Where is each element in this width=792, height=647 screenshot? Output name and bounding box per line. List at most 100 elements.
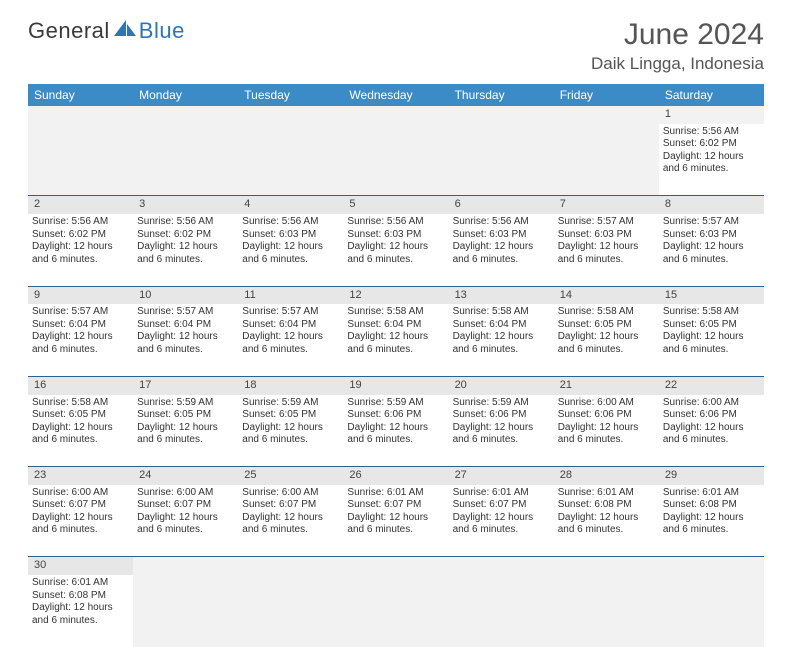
daylight-text: and 6 minutes. — [137, 344, 234, 357]
day-number-cell: 23 — [28, 467, 133, 485]
daylight-text: and 6 minutes. — [32, 254, 129, 267]
day-cell — [28, 124, 133, 196]
sunrise-text: Sunrise: 6:01 AM — [347, 487, 444, 500]
day-number-cell — [554, 106, 659, 124]
day-number-cell — [449, 106, 554, 124]
sunset-text: Sunset: 6:07 PM — [242, 499, 339, 512]
day-cell: Sunrise: 5:56 AMSunset: 6:02 PMDaylight:… — [659, 124, 764, 196]
day-content: Sunrise: 5:57 AMSunset: 6:04 PMDaylight:… — [32, 306, 129, 356]
weekday-header-row: Sunday Monday Tuesday Wednesday Thursday… — [28, 84, 764, 106]
sunrise-text: Sunrise: 6:00 AM — [663, 397, 760, 410]
sunrise-text: Sunrise: 5:56 AM — [32, 216, 129, 229]
sunrise-text: Sunrise: 5:57 AM — [558, 216, 655, 229]
daylight-text: Daylight: 12 hours — [558, 422, 655, 435]
daylight-text: and 6 minutes. — [663, 163, 760, 176]
daylight-text: Daylight: 12 hours — [32, 331, 129, 344]
day-content: Sunrise: 6:01 AMSunset: 6:08 PMDaylight:… — [32, 577, 129, 627]
day-cell: Sunrise: 5:57 AMSunset: 6:03 PMDaylight:… — [554, 214, 659, 286]
day-content: Sunrise: 5:58 AMSunset: 6:04 PMDaylight:… — [347, 306, 444, 356]
sunset-text: Sunset: 6:06 PM — [663, 409, 760, 422]
day-cell: Sunrise: 6:00 AMSunset: 6:07 PMDaylight:… — [28, 485, 133, 557]
daylight-text: Daylight: 12 hours — [663, 331, 760, 344]
sunset-text: Sunset: 6:02 PM — [663, 138, 760, 151]
day-cell: Sunrise: 5:59 AMSunset: 6:06 PMDaylight:… — [449, 395, 554, 467]
day-number-row: 16171819202122 — [28, 376, 764, 394]
day-cell — [449, 575, 554, 647]
daylight-text: Daylight: 12 hours — [453, 331, 550, 344]
daylight-text: and 6 minutes. — [558, 344, 655, 357]
daylight-text: and 6 minutes. — [242, 254, 339, 267]
sunset-text: Sunset: 6:03 PM — [558, 229, 655, 242]
sunrise-text: Sunrise: 5:58 AM — [453, 306, 550, 319]
sunrise-text: Sunrise: 5:56 AM — [137, 216, 234, 229]
calendar-table: Sunday Monday Tuesday Wednesday Thursday… — [28, 84, 764, 647]
day-number-cell — [554, 557, 659, 575]
day-cell: Sunrise: 5:57 AMSunset: 6:04 PMDaylight:… — [28, 304, 133, 376]
day-number-cell: 10 — [133, 286, 238, 304]
day-cell — [554, 124, 659, 196]
day-number-cell: 9 — [28, 286, 133, 304]
day-cell: Sunrise: 6:01 AMSunset: 6:07 PMDaylight:… — [343, 485, 448, 557]
daylight-text: and 6 minutes. — [663, 524, 760, 537]
daylight-text: and 6 minutes. — [137, 434, 234, 447]
sunrise-text: Sunrise: 6:00 AM — [32, 487, 129, 500]
daylight-text: and 6 minutes. — [558, 254, 655, 267]
day-number-cell — [449, 557, 554, 575]
day-number-row: 23242526272829 — [28, 467, 764, 485]
day-cell: Sunrise: 5:57 AMSunset: 6:04 PMDaylight:… — [133, 304, 238, 376]
week-row: Sunrise: 6:00 AMSunset: 6:07 PMDaylight:… — [28, 485, 764, 557]
daylight-text: Daylight: 12 hours — [663, 512, 760, 525]
day-cell: Sunrise: 6:01 AMSunset: 6:08 PMDaylight:… — [554, 485, 659, 557]
daylight-text: Daylight: 12 hours — [32, 512, 129, 525]
sunset-text: Sunset: 6:04 PM — [32, 319, 129, 332]
day-cell — [343, 575, 448, 647]
day-content: Sunrise: 6:00 AMSunset: 6:07 PMDaylight:… — [32, 487, 129, 537]
daylight-text: Daylight: 12 hours — [137, 331, 234, 344]
daylight-text: and 6 minutes. — [32, 434, 129, 447]
sunset-text: Sunset: 6:02 PM — [137, 229, 234, 242]
sunrise-text: Sunrise: 6:01 AM — [663, 487, 760, 500]
sunset-text: Sunset: 6:07 PM — [347, 499, 444, 512]
day-cell: Sunrise: 5:58 AMSunset: 6:05 PMDaylight:… — [28, 395, 133, 467]
sunset-text: Sunset: 6:04 PM — [347, 319, 444, 332]
day-number-cell — [343, 106, 448, 124]
day-number-cell: 7 — [554, 196, 659, 214]
brand-logo: General Blue — [28, 18, 185, 44]
day-number-cell: 24 — [133, 467, 238, 485]
daylight-text: Daylight: 12 hours — [137, 422, 234, 435]
day-content: Sunrise: 6:00 AMSunset: 6:06 PMDaylight:… — [558, 397, 655, 447]
sunset-text: Sunset: 6:07 PM — [32, 499, 129, 512]
weekday-header: Monday — [133, 84, 238, 106]
day-cell: Sunrise: 5:56 AMSunset: 6:03 PMDaylight:… — [343, 214, 448, 286]
daylight-text: and 6 minutes. — [558, 434, 655, 447]
day-content: Sunrise: 5:59 AMSunset: 6:05 PMDaylight:… — [137, 397, 234, 447]
sunset-text: Sunset: 6:05 PM — [558, 319, 655, 332]
day-cell: Sunrise: 5:56 AMSunset: 6:03 PMDaylight:… — [449, 214, 554, 286]
day-cell — [133, 124, 238, 196]
daylight-text: Daylight: 12 hours — [663, 241, 760, 254]
day-content: Sunrise: 5:58 AMSunset: 6:05 PMDaylight:… — [32, 397, 129, 447]
day-cell: Sunrise: 5:59 AMSunset: 6:05 PMDaylight:… — [133, 395, 238, 467]
daylight-text: Daylight: 12 hours — [453, 512, 550, 525]
sunset-text: Sunset: 6:07 PM — [137, 499, 234, 512]
day-content: Sunrise: 5:56 AMSunset: 6:03 PMDaylight:… — [347, 216, 444, 266]
day-number-cell: 6 — [449, 196, 554, 214]
sunrise-text: Sunrise: 6:01 AM — [32, 577, 129, 590]
daylight-text: Daylight: 12 hours — [347, 512, 444, 525]
sunrise-text: Sunrise: 5:56 AM — [453, 216, 550, 229]
sunset-text: Sunset: 6:05 PM — [137, 409, 234, 422]
weekday-header: Sunday — [28, 84, 133, 106]
day-number-cell: 28 — [554, 467, 659, 485]
daylight-text: Daylight: 12 hours — [242, 422, 339, 435]
day-cell — [238, 575, 343, 647]
daylight-text: and 6 minutes. — [137, 524, 234, 537]
day-number-cell: 15 — [659, 286, 764, 304]
day-content: Sunrise: 6:01 AMSunset: 6:07 PMDaylight:… — [453, 487, 550, 537]
day-content: Sunrise: 6:00 AMSunset: 6:07 PMDaylight:… — [242, 487, 339, 537]
daylight-text: and 6 minutes. — [453, 254, 550, 267]
sunrise-text: Sunrise: 5:59 AM — [453, 397, 550, 410]
daylight-text: Daylight: 12 hours — [242, 331, 339, 344]
day-cell: Sunrise: 6:01 AMSunset: 6:08 PMDaylight:… — [28, 575, 133, 647]
day-content: Sunrise: 6:00 AMSunset: 6:07 PMDaylight:… — [137, 487, 234, 537]
daylight-text: and 6 minutes. — [347, 254, 444, 267]
